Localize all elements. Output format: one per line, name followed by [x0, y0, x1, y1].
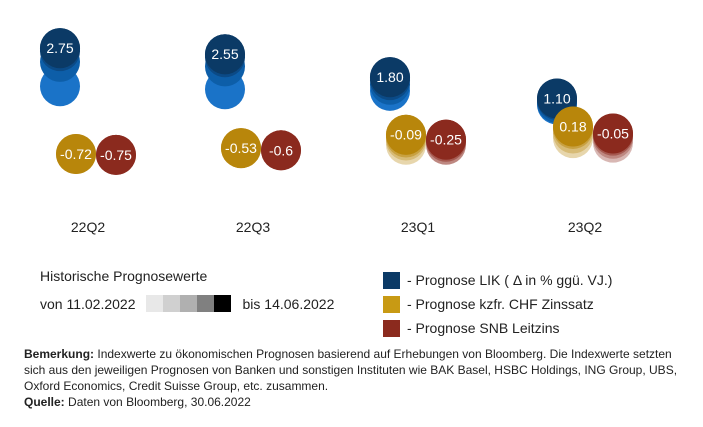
- data-label: -0.05: [597, 126, 629, 142]
- series-legend: - Prognose LIK ( Δ in % ggü. VJ.) - Progn…: [383, 268, 612, 340]
- forecast-bubble: [593, 113, 633, 154]
- category-label: 23Q2: [568, 219, 602, 235]
- remark-label: Bemerkung:: [24, 347, 95, 361]
- data-label: 2.55: [211, 46, 238, 62]
- data-label: -0.72: [60, 146, 92, 162]
- history-shade-swatch: [196, 295, 214, 312]
- category-label: 22Q2: [71, 219, 105, 235]
- forecast-bubble: [221, 128, 261, 169]
- legend-item: - Prognose SNB Leitzins: [383, 316, 612, 340]
- forecast-bubble: [96, 134, 136, 175]
- legend-swatch: [383, 295, 400, 313]
- legend-item: - Prognose kzfr. CHF Zinssatz: [383, 292, 612, 316]
- forecast-bubble: [386, 114, 426, 155]
- data-label: -0.09: [390, 127, 422, 143]
- history-from: von 11.02.2022: [40, 295, 136, 312]
- data-label: -0.75: [100, 147, 132, 163]
- data-label: -0.6: [269, 142, 293, 158]
- history-range: von 11.02.2022 bis 14.06.2022: [40, 295, 334, 312]
- legend-swatch: [383, 271, 400, 289]
- history-title: Historische Prognosewerte: [40, 268, 208, 284]
- forecast-bubble: [56, 133, 96, 174]
- legend-label: - Prognose LIK ( Δ in % ggü. VJ.): [407, 272, 613, 288]
- forecast-bubble: [205, 34, 245, 75]
- forecast-bubble: [261, 130, 301, 171]
- data-label: 2.75: [46, 40, 73, 56]
- forecast-bubble-chart: 2.75 -0.72 -0.75 22Q2 2.55 -0.53 -0.6 22Q3 1.80 -…: [40, 28, 633, 235]
- forecast-bubble: [426, 119, 466, 160]
- footnote: Bemerkung: Indexwerte zu ökonomischen Pr…: [24, 346, 684, 410]
- history-shade-swatch: [179, 295, 197, 312]
- history-to: bis 14.06.2022: [242, 295, 335, 312]
- source-text: Daten von Bloomberg, 30.06.2022: [68, 395, 251, 409]
- forecast-bubble: [553, 106, 593, 147]
- data-label: -0.53: [225, 140, 257, 156]
- history-shade-swatch: [213, 295, 231, 312]
- history-shade-scale: [145, 295, 231, 312]
- forecast-bubble: [40, 28, 80, 69]
- data-label: 1.10: [543, 90, 570, 106]
- data-label: 1.80: [376, 69, 403, 85]
- legend-item: - Prognose LIK ( Δ in % ggü. VJ.): [383, 268, 612, 292]
- remark-text: Indexwerte zu ökonomischen Prognosen bas…: [24, 347, 678, 393]
- source-label: Quelle:: [24, 395, 65, 409]
- category-label: 23Q1: [401, 219, 435, 235]
- data-label: 0.18: [559, 119, 586, 135]
- forecast-bubble: [370, 57, 410, 98]
- legend-swatch: [383, 319, 400, 337]
- history-shade-swatch: [145, 295, 163, 312]
- data-label: -0.25: [430, 132, 462, 148]
- legend-label: - Prognose kzfr. CHF Zinssatz: [407, 296, 594, 312]
- history-shade-swatch: [162, 295, 180, 312]
- category-label: 22Q3: [236, 219, 270, 235]
- legend-label: - Prognose SNB Leitzins: [407, 320, 560, 336]
